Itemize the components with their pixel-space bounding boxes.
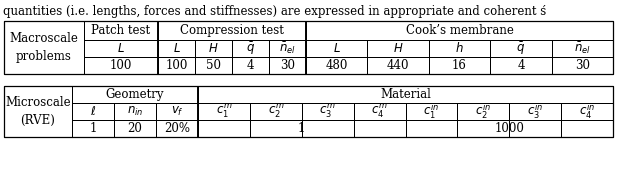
- Bar: [84, 21, 158, 40]
- Bar: [156, 120, 198, 137]
- Bar: [509, 120, 561, 137]
- Bar: [490, 57, 552, 74]
- Text: Geometry: Geometry: [106, 88, 164, 101]
- Bar: [301, 103, 354, 120]
- Bar: [156, 103, 198, 120]
- Text: 100: 100: [165, 59, 188, 72]
- Bar: [367, 57, 429, 74]
- Text: $h$: $h$: [455, 41, 464, 56]
- Text: Cook’s membrane: Cook’s membrane: [406, 24, 513, 37]
- Text: 440: 440: [387, 59, 410, 72]
- Bar: [198, 120, 250, 137]
- Bar: [4, 21, 613, 74]
- Text: $c_3^{in}$: $c_3^{in}$: [527, 102, 543, 121]
- Text: $\bar{n}_{el}$: $\bar{n}_{el}$: [279, 41, 296, 56]
- Bar: [232, 40, 269, 57]
- Text: 1000: 1000: [494, 122, 524, 135]
- Text: Patch test: Patch test: [92, 24, 150, 37]
- Text: 1: 1: [298, 122, 305, 135]
- Text: $L$: $L$: [333, 42, 340, 55]
- Bar: [158, 21, 306, 40]
- Text: 100: 100: [110, 59, 132, 72]
- Text: $\bar{n}_{el}$: $\bar{n}_{el}$: [574, 41, 591, 56]
- Text: $c_4^{in}$: $c_4^{in}$: [579, 102, 595, 121]
- Bar: [250, 120, 301, 137]
- Text: 4: 4: [247, 59, 254, 72]
- Bar: [458, 120, 509, 137]
- Bar: [195, 40, 232, 57]
- Text: $\bar{q}$: $\bar{q}$: [246, 40, 255, 57]
- Text: 20%: 20%: [164, 122, 190, 135]
- Text: $c_2^{in}$: $c_2^{in}$: [476, 102, 492, 121]
- Bar: [406, 120, 458, 137]
- Bar: [429, 40, 490, 57]
- Bar: [552, 40, 613, 57]
- Bar: [198, 86, 613, 103]
- Bar: [458, 103, 509, 120]
- Bar: [195, 57, 232, 74]
- Text: $c_1^{in}$: $c_1^{in}$: [424, 102, 440, 121]
- Text: 1: 1: [90, 122, 97, 135]
- Bar: [429, 57, 490, 74]
- Text: Compression test: Compression test: [180, 24, 284, 37]
- Bar: [158, 40, 195, 57]
- Text: $\ell$: $\ell$: [90, 105, 96, 118]
- Bar: [354, 103, 406, 120]
- Bar: [84, 40, 158, 57]
- Bar: [509, 103, 561, 120]
- Text: Material: Material: [380, 88, 431, 101]
- Bar: [4, 21, 84, 74]
- Bar: [354, 120, 406, 137]
- Text: $v_f$: $v_f$: [170, 105, 184, 118]
- Bar: [198, 103, 250, 120]
- Text: $c_3^m$: $c_3^m$: [319, 103, 336, 120]
- Bar: [72, 120, 114, 137]
- Text: $n_{in}$: $n_{in}$: [127, 105, 143, 118]
- Bar: [490, 40, 552, 57]
- Text: $c_2^m$: $c_2^m$: [268, 103, 284, 120]
- Bar: [72, 103, 114, 120]
- Bar: [306, 40, 367, 57]
- Bar: [232, 57, 269, 74]
- Bar: [250, 103, 301, 120]
- Bar: [301, 120, 354, 137]
- Bar: [561, 120, 613, 137]
- Text: $L$: $L$: [117, 42, 125, 55]
- Text: $c_1^m$: $c_1^m$: [216, 103, 232, 120]
- Bar: [269, 40, 306, 57]
- Text: $H$: $H$: [393, 42, 403, 55]
- Bar: [552, 57, 613, 74]
- Text: 16: 16: [452, 59, 467, 72]
- Text: $\bar{q}$: $\bar{q}$: [516, 40, 525, 57]
- Text: 480: 480: [326, 59, 348, 72]
- Bar: [4, 86, 72, 137]
- Text: 50: 50: [206, 59, 221, 72]
- Bar: [4, 86, 613, 137]
- Text: Macroscale
problems: Macroscale problems: [10, 32, 79, 63]
- Bar: [114, 120, 156, 137]
- Bar: [72, 86, 198, 103]
- Bar: [561, 103, 613, 120]
- Bar: [367, 40, 429, 57]
- Text: 4: 4: [517, 59, 525, 72]
- Text: $H$: $H$: [208, 42, 219, 55]
- Bar: [269, 57, 306, 74]
- Bar: [114, 103, 156, 120]
- Text: 20: 20: [127, 122, 143, 135]
- Text: 30: 30: [575, 59, 590, 72]
- Bar: [306, 21, 613, 40]
- Text: 30: 30: [280, 59, 295, 72]
- Text: $L$: $L$: [173, 42, 180, 55]
- Bar: [406, 103, 458, 120]
- Text: $c_4^m$: $c_4^m$: [371, 103, 388, 120]
- Text: quantities (i.e. lengths, forces and stiffnesses) are expressed in appropriate a: quantities (i.e. lengths, forces and sti…: [3, 5, 547, 18]
- Bar: [158, 57, 195, 74]
- Bar: [306, 57, 367, 74]
- Text: Microscale
(RVE): Microscale (RVE): [5, 96, 71, 127]
- Bar: [84, 57, 158, 74]
